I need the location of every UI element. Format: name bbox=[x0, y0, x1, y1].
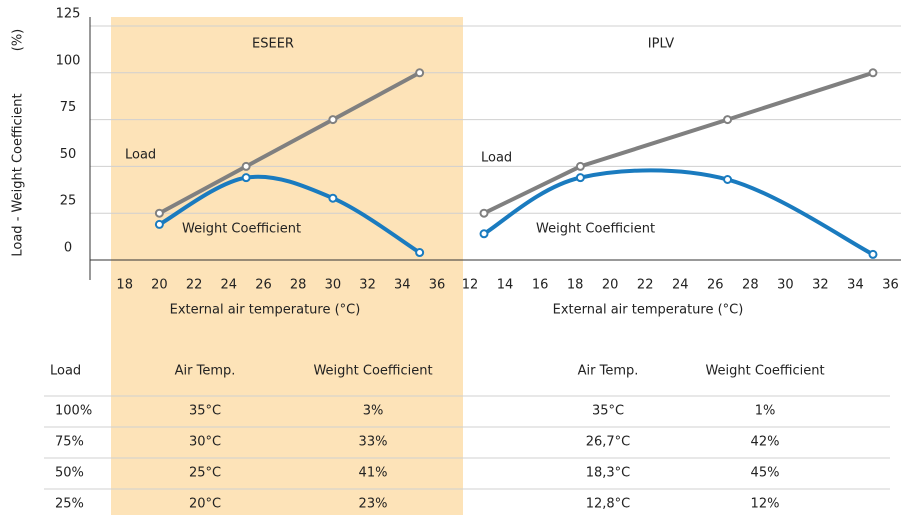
series-label: Load bbox=[125, 148, 156, 163]
table-header: Weight Coefficient bbox=[705, 364, 824, 379]
panel-title: IPLV bbox=[648, 37, 674, 52]
point-marker bbox=[575, 161, 585, 171]
point-marker bbox=[868, 249, 878, 259]
series-line bbox=[157, 174, 422, 255]
table-cell: 100% bbox=[55, 404, 92, 419]
x-tick-label: 24 bbox=[672, 278, 689, 293]
table-cell: 25% bbox=[55, 497, 84, 512]
x-axis-label: External air temperature (°C) bbox=[553, 303, 744, 318]
y-tick-label: 100 bbox=[56, 53, 81, 68]
table-cell: 30°C bbox=[189, 435, 221, 450]
y-axis-unit: (%) bbox=[11, 29, 26, 52]
x-tick-label: 32 bbox=[812, 278, 829, 293]
point-marker bbox=[479, 208, 489, 218]
table-header: Weight Coefficient bbox=[313, 364, 432, 379]
table-header: Air Temp. bbox=[175, 364, 236, 379]
point-marker bbox=[479, 229, 489, 239]
table-cell: 18,3°C bbox=[586, 466, 631, 481]
table-cell: 50% bbox=[55, 466, 84, 481]
x-tick-label: 34 bbox=[847, 278, 864, 293]
table-cell: 75% bbox=[55, 435, 84, 450]
x-tick-label: 18 bbox=[567, 278, 584, 293]
x-tick-label: 20 bbox=[151, 278, 168, 293]
x-tick-label: 20 bbox=[602, 278, 619, 293]
point-marker bbox=[241, 161, 251, 171]
x-tick-label: 36 bbox=[882, 278, 899, 293]
x-tick-label: 34 bbox=[394, 278, 411, 293]
table-cell: 41% bbox=[359, 466, 388, 481]
table-cell: 45% bbox=[751, 466, 780, 481]
table-cell: 35°C bbox=[189, 404, 221, 419]
table-cell: 25°C bbox=[189, 466, 221, 481]
series-line bbox=[482, 70, 875, 216]
x-tick-label: 18 bbox=[116, 278, 133, 293]
table-cell: 33% bbox=[359, 435, 388, 450]
table-header: Load bbox=[50, 364, 81, 379]
table-cell: 26,7°C bbox=[586, 435, 631, 450]
x-tick-label: 14 bbox=[497, 278, 514, 293]
table-cell: 1% bbox=[755, 404, 776, 419]
x-tick-label: 22 bbox=[637, 278, 654, 293]
point-marker bbox=[241, 173, 251, 183]
table-cell: 3% bbox=[363, 404, 384, 419]
y-tick-label: 125 bbox=[56, 7, 81, 22]
x-tick-label: 22 bbox=[186, 278, 203, 293]
point-marker bbox=[328, 193, 338, 203]
point-marker bbox=[575, 173, 585, 183]
series-label: Weight Coefficient bbox=[536, 222, 655, 237]
table-cell: 12% bbox=[751, 497, 780, 512]
x-tick-label: 12 bbox=[462, 278, 479, 293]
y-tick-label: 0 bbox=[64, 241, 72, 256]
table-cell: 23% bbox=[359, 497, 388, 512]
series-label: Load bbox=[481, 151, 512, 166]
x-tick-label: 36 bbox=[429, 278, 446, 293]
table-cell: 35°C bbox=[592, 404, 624, 419]
table-header: Air Temp. bbox=[578, 364, 639, 379]
point-marker bbox=[723, 115, 733, 125]
y-tick-label: 25 bbox=[60, 194, 77, 209]
x-tick-label: 26 bbox=[255, 278, 272, 293]
x-tick-label: 30 bbox=[777, 278, 794, 293]
y-tick-label: 50 bbox=[60, 147, 77, 162]
point-marker bbox=[415, 248, 425, 258]
point-marker bbox=[415, 68, 425, 78]
point-marker bbox=[723, 175, 733, 185]
series-label: Weight Coefficient bbox=[182, 222, 301, 237]
x-tick-label: 32 bbox=[359, 278, 376, 293]
x-tick-label: 16 bbox=[532, 278, 549, 293]
y-axis-label: Load - Weight Coefficient bbox=[11, 93, 26, 256]
y-tick-label: 75 bbox=[60, 100, 77, 115]
table-cell: 12,8°C bbox=[586, 497, 631, 512]
table-cell: 20°C bbox=[189, 497, 221, 512]
x-tick-label: 28 bbox=[742, 278, 759, 293]
point-marker bbox=[868, 68, 878, 78]
table-cell: 42% bbox=[751, 435, 780, 450]
point-marker bbox=[154, 219, 164, 229]
panel-title: ESEER bbox=[252, 37, 294, 52]
x-axis-label: External air temperature (°C) bbox=[170, 303, 361, 318]
point-marker bbox=[154, 208, 164, 218]
x-tick-label: 30 bbox=[325, 278, 342, 293]
x-tick-label: 28 bbox=[290, 278, 307, 293]
x-tick-label: 26 bbox=[707, 278, 724, 293]
series-line bbox=[482, 168, 875, 257]
eseer-shade bbox=[111, 17, 463, 515]
point-marker bbox=[328, 115, 338, 125]
series-line bbox=[157, 70, 422, 216]
x-tick-label: 24 bbox=[221, 278, 238, 293]
